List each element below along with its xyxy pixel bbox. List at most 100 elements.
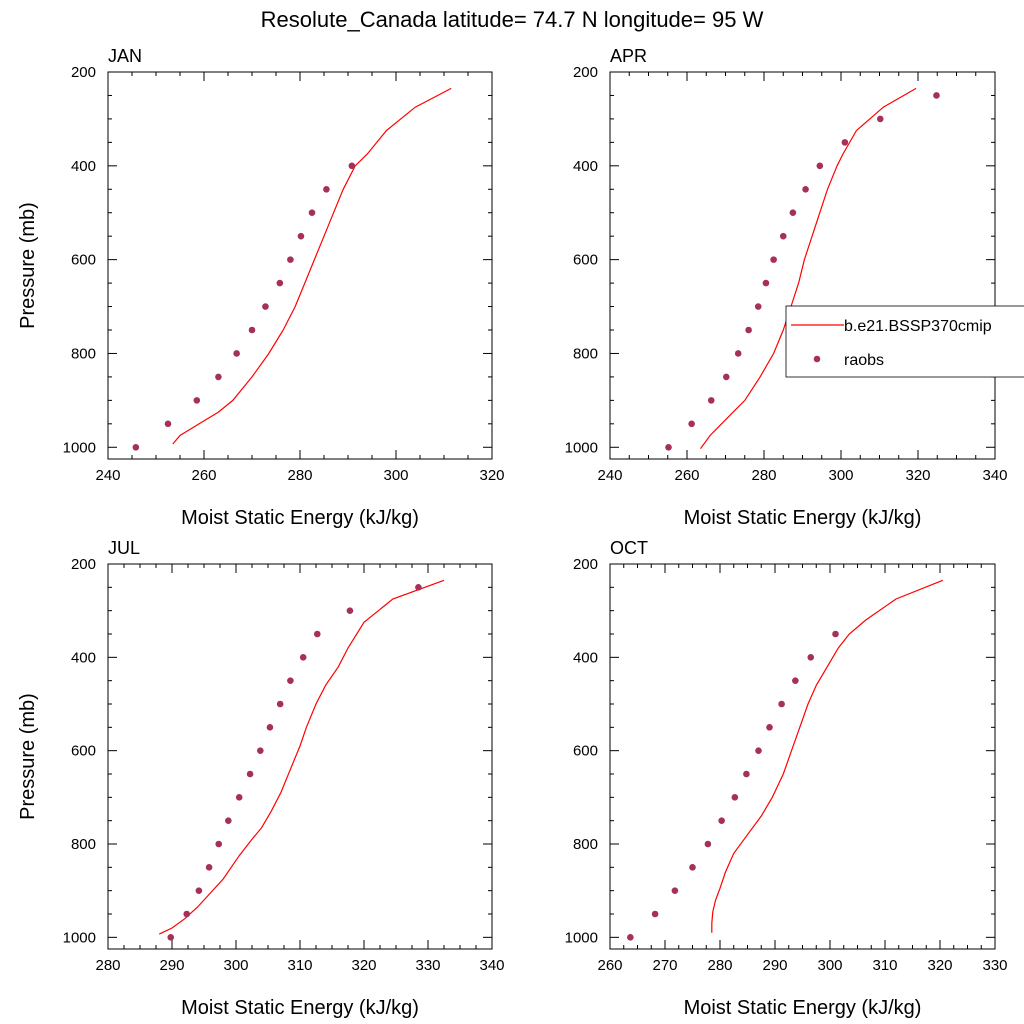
raobs-point [718, 817, 725, 824]
raobs-point [348, 162, 356, 170]
x-tick-label: 300 [817, 957, 842, 974]
x-tick-label: 310 [872, 957, 897, 974]
panel-jan: JAN 240 260 280 300 320 200 400 600 800 1000 Moist … [17, 46, 505, 529]
x-axis-title: Moist Static Energy (kJ/kg) [684, 997, 922, 1019]
legend-label: raobs [844, 352, 884, 369]
raobs-point [722, 373, 730, 381]
raobs-point [770, 256, 777, 263]
raobs-point [276, 700, 284, 708]
raobs-point [754, 303, 762, 310]
raobs-point [841, 139, 849, 146]
y-tick-label: 400 [573, 649, 598, 666]
raobs-point [671, 887, 679, 894]
x-tick-label: 270 [652, 957, 677, 974]
x-axis-title: Moist Static Energy (kJ/kg) [181, 997, 419, 1019]
x-tick-label: 310 [287, 957, 312, 974]
legend-box [785, 305, 1024, 378]
x-tick-label: 280 [751, 467, 776, 484]
raobs-point [257, 747, 264, 754]
raobs-point [802, 185, 809, 193]
x-axis-title: Moist Static Energy (kJ/kg) [684, 507, 922, 529]
raobs-point [276, 279, 284, 287]
panel-apr: APR 240 260 280 300 320 340 200 400 600 800 1000 Moi… [565, 46, 1008, 529]
x-axis-title: Moist Static Energy (kJ/kg) [181, 507, 419, 529]
x-tick-label: 300 [223, 957, 248, 974]
x-tick-label: 260 [191, 467, 216, 484]
x-tick-label: 320 [351, 957, 376, 974]
raobs-point [734, 350, 742, 357]
raobs-point [766, 724, 773, 731]
y-tick-label: 800 [573, 345, 598, 362]
x-tick-label: 260 [674, 467, 699, 484]
raobs-point [832, 630, 839, 638]
plot-frame [107, 563, 493, 950]
raobs-point [266, 724, 274, 731]
raobs-point [132, 443, 140, 451]
y-tick-label: 400 [71, 158, 96, 175]
raobs-point [313, 630, 321, 638]
y-tick-label: 600 [573, 743, 598, 760]
panel-label: JAN [108, 46, 142, 66]
legend: b.e21.BSSP370cmip raobs [785, 305, 1024, 378]
x-tick-label: 290 [159, 957, 184, 974]
panel-label: JUL [108, 538, 140, 558]
x-tick-label: 240 [597, 467, 622, 484]
raobs-point [287, 677, 294, 684]
x-tick-label: 260 [597, 957, 622, 974]
raobs-point [233, 350, 240, 357]
raobs-point [415, 584, 422, 591]
raobs-point [762, 279, 770, 287]
raobs-point [248, 326, 256, 334]
panel-oct: OCT 260 270 280 290 300 310 320 330 200 400 600 800 1… [565, 538, 1008, 1019]
raobs-point [755, 747, 762, 754]
y-tick-label: 200 [71, 64, 96, 81]
raobs-point [346, 607, 354, 614]
raobs-point [707, 397, 715, 404]
y-tick-label: 800 [573, 836, 598, 853]
raobs-point [704, 840, 712, 848]
raobs-point [807, 654, 815, 661]
y-tick-label: 800 [71, 345, 96, 362]
raobs-point [215, 840, 223, 848]
y-tick-label: 1000 [63, 929, 96, 946]
raobs-point [731, 794, 739, 801]
x-tick-label: 300 [383, 467, 408, 484]
raobs-point [779, 232, 787, 240]
raobs-point [262, 303, 269, 310]
raobs-point [665, 443, 672, 451]
raobs-point [287, 256, 294, 263]
x-tick-label: 320 [479, 467, 504, 484]
y-axis-title: Pressure (mb) [17, 202, 39, 329]
y-tick-label: 600 [71, 743, 96, 760]
y-tick-label: 600 [573, 252, 598, 269]
series-line-model [158, 579, 445, 935]
y-tick-label: 1000 [63, 439, 96, 456]
raobs-point [651, 910, 659, 918]
y-tick-label: 1000 [565, 929, 598, 946]
series-line-model [711, 579, 944, 933]
x-tick-label: 280 [95, 957, 120, 974]
raobs-point [627, 934, 634, 941]
x-tick-label: 280 [707, 957, 732, 974]
panel-label: OCT [610, 538, 648, 558]
x-tick-label: 340 [479, 957, 504, 974]
raobs-point [778, 700, 785, 708]
x-tick-label: 240 [95, 467, 120, 484]
panel-jul: JUL 280 290 300 310 320 330 340 200 400 600 800 1000… [17, 538, 505, 1019]
y-tick-label: 400 [71, 649, 96, 666]
legend-label: b.e21.BSSP370cmip [844, 318, 992, 335]
y-tick-label: 200 [573, 556, 598, 573]
raobs-point [167, 934, 175, 941]
y-tick-label: 200 [71, 556, 96, 573]
x-tick-label: 330 [415, 957, 440, 974]
raobs-point [193, 397, 201, 404]
raobs-point [246, 770, 254, 778]
plot-frame [107, 71, 493, 460]
raobs-point [299, 654, 307, 661]
raobs-point [225, 817, 232, 824]
raobs-point [816, 162, 824, 170]
raobs-point [195, 887, 203, 894]
plot-frame [609, 563, 996, 950]
raobs-point [745, 326, 752, 334]
